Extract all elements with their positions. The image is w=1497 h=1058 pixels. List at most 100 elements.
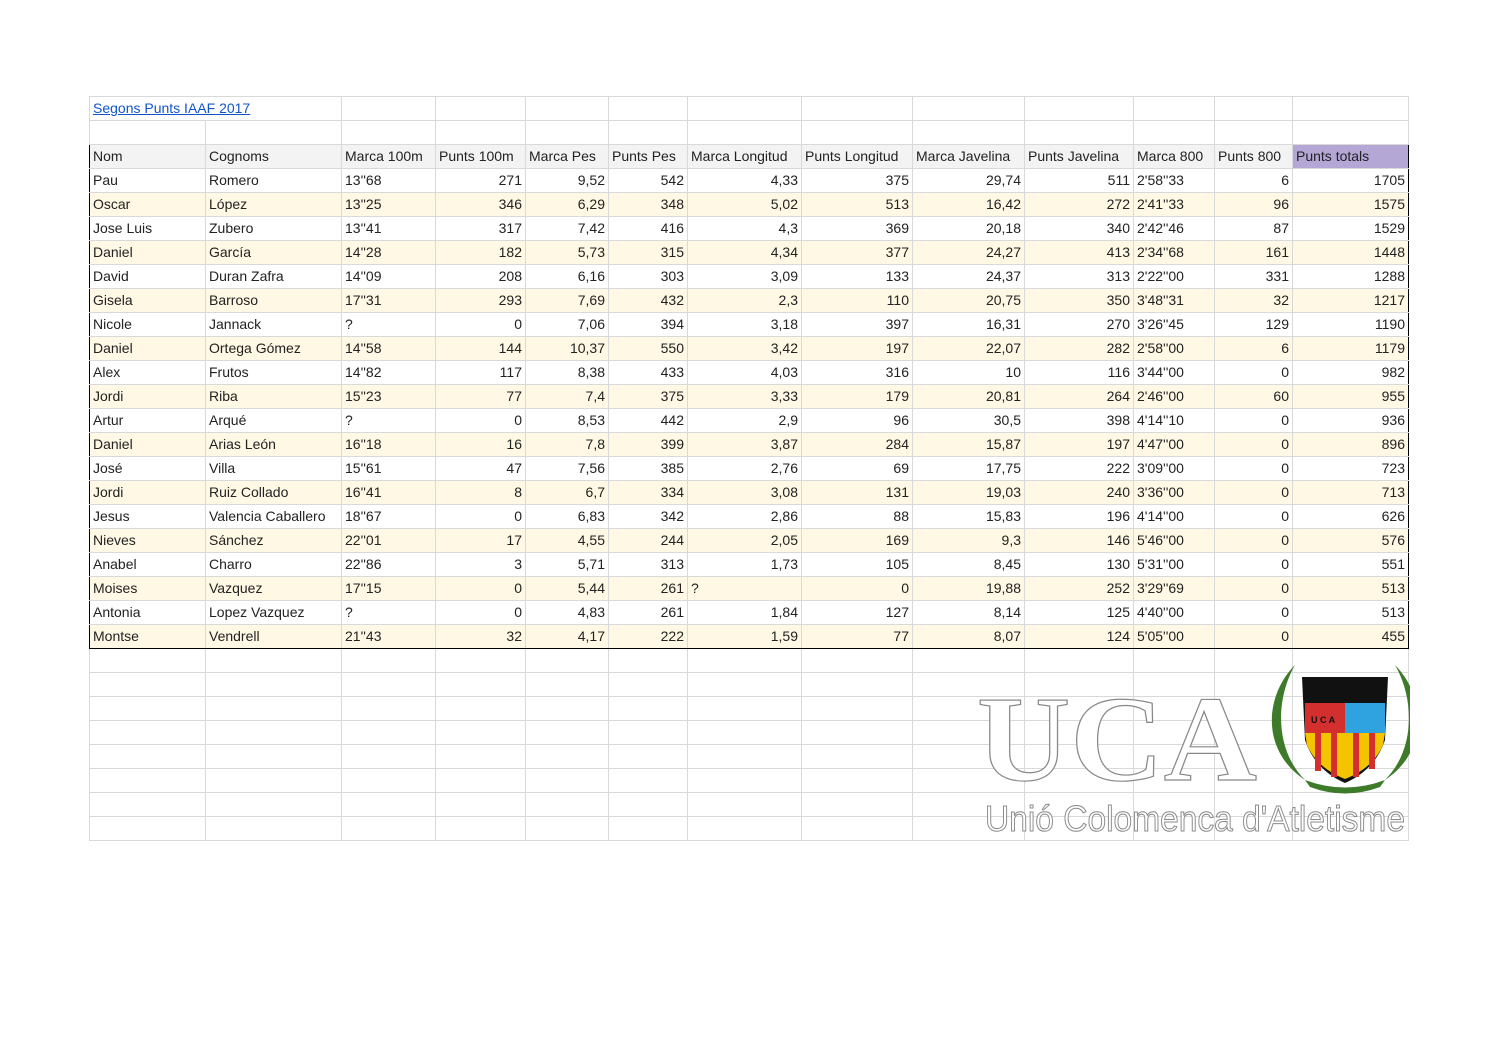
cell-nom[interactable]: Artur <box>89 408 206 433</box>
cell-punts-longitud[interactable]: 197 <box>801 336 913 361</box>
cell-marca-pes[interactable]: 6,16 <box>525 264 609 289</box>
cell-marca-longitud[interactable]: 2,76 <box>687 456 802 481</box>
cell-punts-totals[interactable]: 1448 <box>1292 240 1409 265</box>
empty-cell[interactable] <box>89 768 206 793</box>
cell-marca-javelina[interactable]: 16,31 <box>912 312 1025 337</box>
empty-cell[interactable] <box>525 120 609 145</box>
cell-punts-100m[interactable]: 144 <box>435 336 526 361</box>
cell-marca-longitud[interactable]: 3,33 <box>687 384 802 409</box>
cell-marca-pes[interactable]: 7,8 <box>525 432 609 457</box>
cell-marca-800[interactable]: 5'05''00 <box>1133 624 1215 649</box>
empty-cell[interactable] <box>1292 816 1409 841</box>
cell-nom[interactable]: Montse <box>89 624 206 649</box>
cell-marca-javelina[interactable]: 20,75 <box>912 288 1025 313</box>
cell-marca-pes[interactable]: 7,69 <box>525 288 609 313</box>
empty-cell[interactable] <box>687 792 802 817</box>
empty-cell[interactable] <box>687 672 802 697</box>
cell-punts-800[interactable]: 129 <box>1214 312 1293 337</box>
cell-marca-800[interactable]: 4'14''10 <box>1133 408 1215 433</box>
empty-cell[interactable] <box>608 792 688 817</box>
cell-marca-pes[interactable]: 5,44 <box>525 576 609 601</box>
cell-punts-100m[interactable]: 346 <box>435 192 526 217</box>
cell-marca-800[interactable]: 2'42''46 <box>1133 216 1215 241</box>
cell-punts-longitud[interactable]: 179 <box>801 384 913 409</box>
cell-punts-longitud[interactable]: 316 <box>801 360 913 385</box>
cell-marca-100m[interactable]: 21''43 <box>341 624 436 649</box>
cell-punts-pes[interactable]: 334 <box>608 480 688 505</box>
column-header[interactable]: Punts Longitud <box>801 144 913 169</box>
cell-punts-longitud[interactable]: 375 <box>801 168 913 193</box>
empty-cell[interactable] <box>435 648 526 673</box>
cell-punts-pes[interactable]: 261 <box>608 576 688 601</box>
cell-punts-100m[interactable]: 293 <box>435 288 526 313</box>
cell-marca-pes[interactable]: 4,55 <box>525 528 609 553</box>
empty-cell[interactable] <box>1133 96 1215 121</box>
empty-cell[interactable] <box>341 816 436 841</box>
cell-punts-totals[interactable]: 455 <box>1292 624 1409 649</box>
cell-punts-800[interactable]: 0 <box>1214 456 1293 481</box>
cell-punts-800[interactable]: 87 <box>1214 216 1293 241</box>
empty-cell[interactable] <box>687 744 802 769</box>
empty-cell[interactable] <box>525 720 609 745</box>
empty-cell[interactable] <box>687 648 802 673</box>
cell-punts-totals[interactable]: 1179 <box>1292 336 1409 361</box>
cell-cognoms[interactable]: Zubero <box>205 216 342 241</box>
cell-cognoms[interactable]: Arqué <box>205 408 342 433</box>
cell-punts-pes[interactable]: 244 <box>608 528 688 553</box>
empty-cell[interactable] <box>435 696 526 721</box>
empty-cell[interactable] <box>89 720 206 745</box>
cell-marca-javelina[interactable]: 30,5 <box>912 408 1025 433</box>
cell-marca-800[interactable]: 2'58''00 <box>1133 336 1215 361</box>
empty-cell[interactable] <box>608 816 688 841</box>
sheet-title-link[interactable]: Segons Punts IAAF 2017 <box>93 100 251 116</box>
empty-cell[interactable] <box>435 744 526 769</box>
empty-cell[interactable] <box>608 720 688 745</box>
cell-marca-800[interactable]: 2'41''33 <box>1133 192 1215 217</box>
column-header[interactable]: Nom <box>89 144 206 169</box>
cell-marca-longitud[interactable]: 2,05 <box>687 528 802 553</box>
cell-punts-pes[interactable]: 433 <box>608 360 688 385</box>
empty-cell[interactable] <box>525 672 609 697</box>
cell-punts-800[interactable]: 32 <box>1214 288 1293 313</box>
cell-punts-800[interactable]: 0 <box>1214 552 1293 577</box>
cell-marca-javelina[interactable]: 15,83 <box>912 504 1025 529</box>
cell-marca-100m[interactable]: 17''15 <box>341 576 436 601</box>
cell-punts-totals[interactable]: 936 <box>1292 408 1409 433</box>
empty-cell[interactable] <box>1292 120 1409 145</box>
empty-cell[interactable] <box>608 768 688 793</box>
cell-marca-100m[interactable]: 15''61 <box>341 456 436 481</box>
cell-cognoms[interactable]: Romero <box>205 168 342 193</box>
cell-punts-longitud[interactable]: 369 <box>801 216 913 241</box>
cell-punts-javelina[interactable]: 340 <box>1024 216 1134 241</box>
cell-marca-longitud[interactable]: 2,86 <box>687 504 802 529</box>
cell-marca-longitud[interactable]: 3,18 <box>687 312 802 337</box>
cell-punts-totals[interactable]: 1529 <box>1292 216 1409 241</box>
empty-cell[interactable] <box>525 792 609 817</box>
cell-nom[interactable]: Alex <box>89 360 206 385</box>
cell-marca-800[interactable]: 3'48''31 <box>1133 288 1215 313</box>
empty-cell[interactable] <box>1214 816 1293 841</box>
cell-marca-longitud[interactable]: 4,03 <box>687 360 802 385</box>
cell-marca-javelina[interactable]: 20,81 <box>912 384 1025 409</box>
cell-punts-javelina[interactable]: 197 <box>1024 432 1134 457</box>
cell-punts-javelina[interactable]: 240 <box>1024 480 1134 505</box>
empty-cell[interactable] <box>341 120 436 145</box>
empty-cell[interactable] <box>912 720 1025 745</box>
cell-punts-pes[interactable]: 375 <box>608 384 688 409</box>
empty-cell[interactable] <box>435 672 526 697</box>
cell-punts-100m[interactable]: 77 <box>435 384 526 409</box>
cell-marca-pes[interactable]: 5,73 <box>525 240 609 265</box>
cell-punts-pes[interactable]: 542 <box>608 168 688 193</box>
cell-marca-100m[interactable]: 14''09 <box>341 264 436 289</box>
cell-cognoms[interactable]: Frutos <box>205 360 342 385</box>
cell-punts-800[interactable]: 0 <box>1214 480 1293 505</box>
empty-cell[interactable] <box>89 744 206 769</box>
empty-cell[interactable] <box>435 792 526 817</box>
cell-marca-longitud[interactable]: 5,02 <box>687 192 802 217</box>
cell-marca-100m[interactable]: 22''01 <box>341 528 436 553</box>
cell-punts-longitud[interactable]: 133 <box>801 264 913 289</box>
cell-cognoms[interactable]: García <box>205 240 342 265</box>
empty-cell[interactable] <box>205 648 342 673</box>
empty-cell[interactable] <box>608 96 688 121</box>
empty-cell[interactable] <box>1024 696 1134 721</box>
